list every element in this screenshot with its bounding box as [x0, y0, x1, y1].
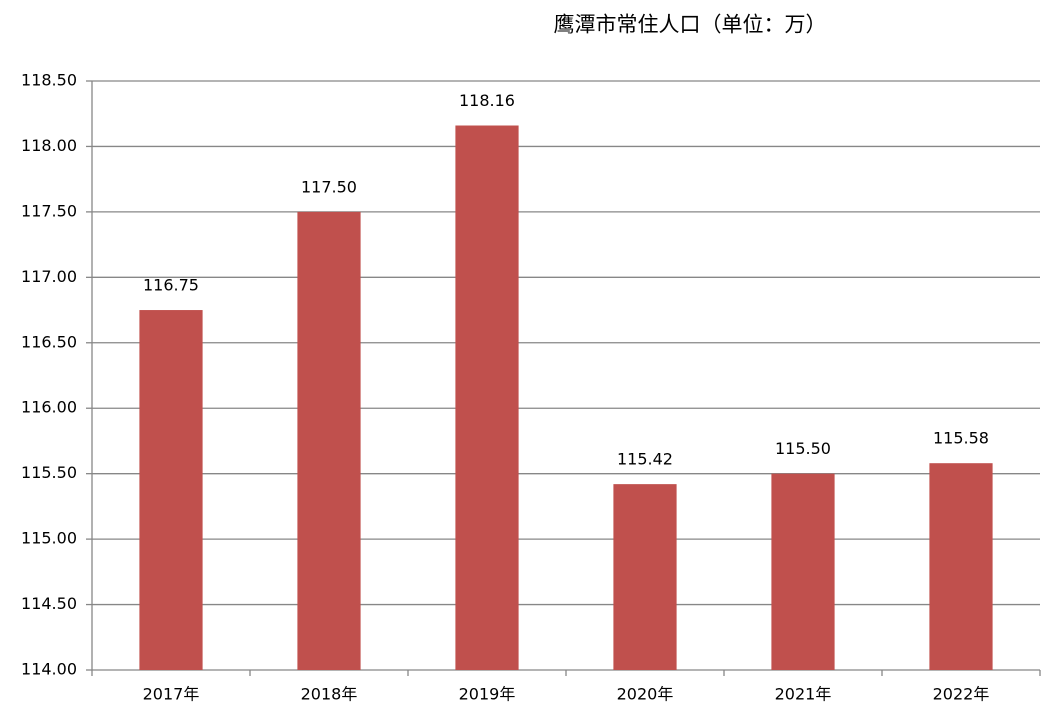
y-tick-label: 116.00: [21, 398, 77, 417]
value-label: 115.42: [617, 450, 673, 469]
y-tick-label: 115.50: [21, 463, 77, 482]
y-tick-label: 117.50: [21, 201, 77, 220]
value-label: 117.50: [301, 177, 357, 196]
chart-title: 鹰潭市常住人口（单位：万）: [554, 13, 827, 37]
y-tick-label: 114.50: [21, 594, 77, 613]
bar: [297, 211, 361, 670]
y-tick-label: 118.00: [21, 136, 77, 155]
y-tick-label: 116.50: [21, 332, 77, 351]
y-tick-label: 118.50: [21, 71, 77, 90]
value-label: 115.50: [775, 439, 831, 458]
bar: [771, 473, 835, 670]
x-tick-label: 2017年: [143, 685, 200, 704]
x-tick-label: 2020年: [617, 685, 674, 704]
x-tick-label: 2022年: [933, 685, 990, 704]
y-tick-label: 117.00: [21, 267, 77, 286]
x-tick-label: 2021年: [775, 685, 832, 704]
x-tick-label: 2019年: [459, 685, 516, 704]
bar: [455, 125, 519, 671]
value-label: 116.75: [143, 276, 199, 295]
bar: [139, 310, 203, 670]
value-label: 115.58: [933, 429, 989, 448]
x-tick-label: 2018年: [301, 685, 358, 704]
y-tick-label: 115.00: [21, 529, 77, 548]
value-label: 118.16: [459, 91, 515, 110]
bar: [929, 463, 993, 670]
bar: [613, 484, 677, 670]
y-tick-label: 114.00: [21, 660, 77, 679]
